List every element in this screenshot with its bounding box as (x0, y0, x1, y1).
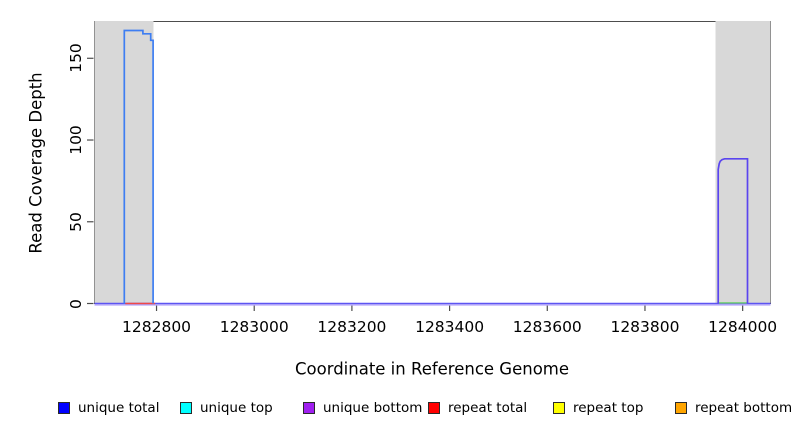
x-tick-label-1283600: 1283600 (512, 318, 582, 336)
series-unique-bottom-peak (717, 157, 749, 304)
x-tick-label-1283800: 1283800 (610, 318, 680, 336)
x-tick-label-1283200: 1283200 (317, 318, 387, 336)
y-tick-label-50: 50 (67, 211, 85, 232)
highlight-region-2 (715, 20, 771, 304)
plot-frame (94, 21, 771, 304)
series-unique-total-peak (123, 29, 154, 304)
x-tick-label-1283000: 1283000 (219, 318, 289, 336)
x-axis-title: Coordinate in Reference Genome (294, 359, 570, 379)
y-tick-label-0: 0 (67, 298, 85, 309)
x-tick-label-1283400: 1283400 (415, 318, 485, 336)
y-axis-title: Read Coverage Depth (26, 72, 46, 254)
y-tick-label-150: 150 (67, 43, 85, 74)
x-tick-label-1284000: 1284000 (708, 318, 778, 336)
x-tick-label-1282800: 1282800 (122, 318, 192, 336)
y-tick-label-100: 100 (67, 125, 85, 155)
